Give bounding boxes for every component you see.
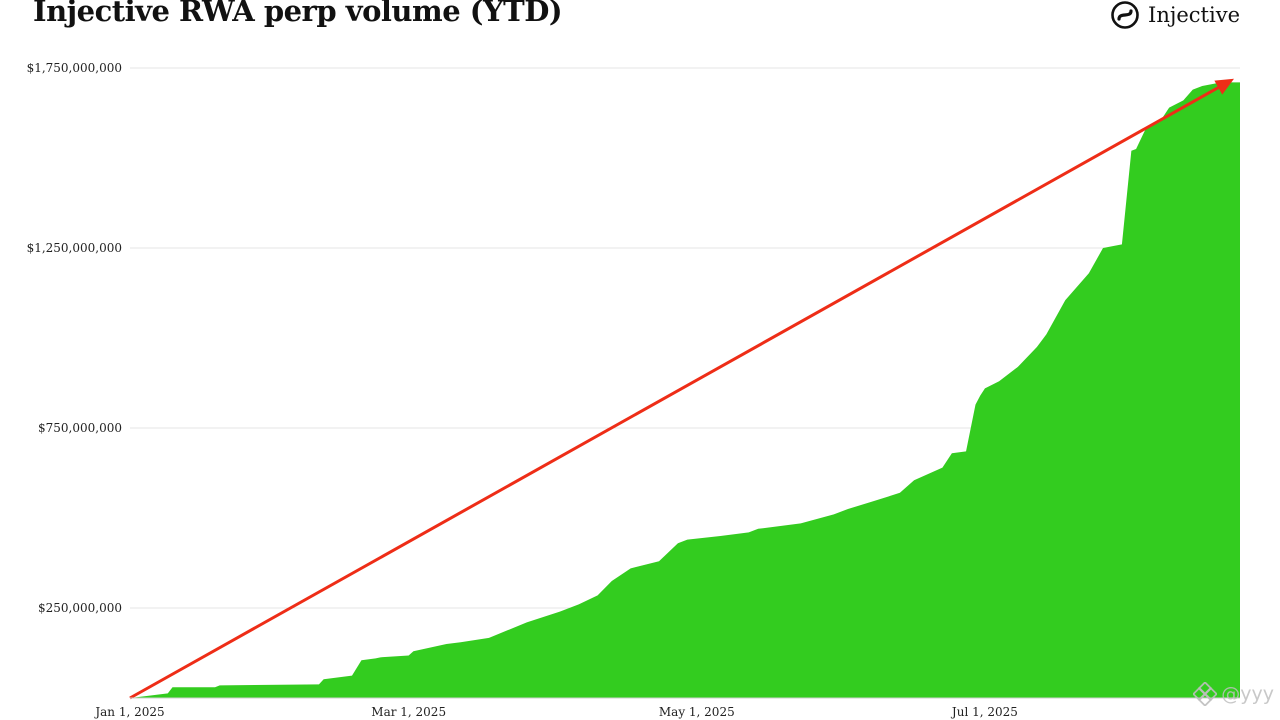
arrow-layer	[129, 78, 1234, 700]
x-tick-label: May 1, 2025	[659, 705, 735, 719]
x-axis: Jan 1, 2025 Mar 1, 2025 May 1, 2025 Jul 1, …	[93, 697, 1240, 719]
x-tick-label: Jul 1, 2025	[950, 705, 1018, 719]
watermark: @yyy	[1193, 682, 1274, 706]
brand-name: Injective	[1148, 3, 1240, 27]
y-tick-label: $250,000,000	[38, 601, 122, 615]
y-tick-label: $1,750,000,000	[27, 61, 122, 75]
y-axis: $250,000,000 $750,000,000 $1,250,000,000 $1…	[27, 61, 122, 615]
x-tick-label: Mar 1, 2025	[371, 705, 446, 719]
area-layer	[130, 82, 1240, 698]
injective-logo-icon	[1111, 1, 1139, 29]
brand-logo: Injective	[1110, 0, 1240, 30]
x-tick-label: Jan 1, 2025	[93, 705, 164, 719]
y-tick-label: $750,000,000	[38, 421, 122, 435]
area-series	[130, 82, 1240, 698]
page-title: Injective RWA perp volume (YTD)	[33, 0, 563, 28]
binance-square-icon	[1193, 682, 1218, 706]
watermark-text: @yyy	[1221, 683, 1274, 705]
y-tick-label: $1,250,000,000	[27, 241, 122, 255]
trend-arrow-head	[1214, 78, 1234, 95]
trend-arrow-line	[129, 86, 1220, 700]
